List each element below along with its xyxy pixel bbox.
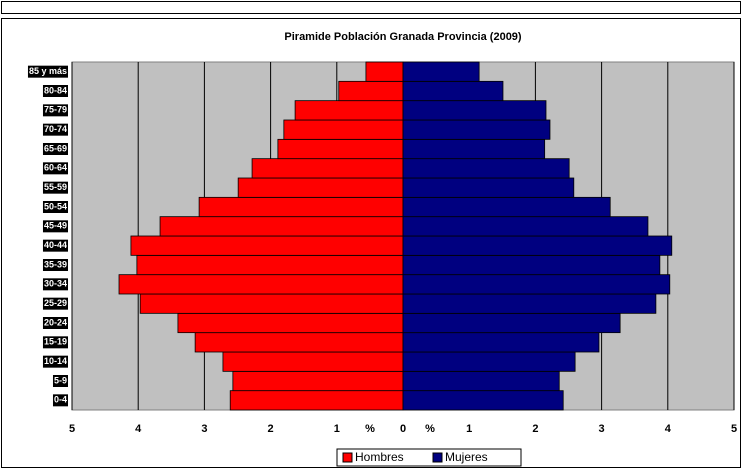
x-tick-label: 5 xyxy=(69,423,75,435)
legend-box xyxy=(336,448,522,467)
bar xyxy=(251,158,404,179)
bar xyxy=(177,312,404,334)
bar xyxy=(277,138,404,160)
bar xyxy=(402,100,547,121)
bar xyxy=(136,254,404,276)
y-label-bg xyxy=(27,65,68,78)
bar xyxy=(402,351,576,372)
x-tick-label: 1 xyxy=(466,423,472,435)
y-label-bg xyxy=(42,181,68,194)
x-tick-label: 2 xyxy=(268,423,274,435)
y-tick-label: 40-44 xyxy=(44,240,67,250)
y-tick-label: 75-79 xyxy=(44,105,67,115)
y-tick-label: 65-69 xyxy=(44,143,67,153)
bar xyxy=(402,235,673,256)
y-label-bg xyxy=(42,220,68,233)
bar xyxy=(118,274,404,295)
y-tick-label: 45-49 xyxy=(44,221,67,231)
y-label-bg xyxy=(52,394,68,407)
legend-label: Hombres xyxy=(355,450,404,464)
bar xyxy=(338,80,404,102)
y-tick-label: 50-54 xyxy=(44,201,67,211)
y-tick-label: 35-39 xyxy=(44,259,67,269)
y-label-bg xyxy=(42,355,68,368)
y-label-bg xyxy=(42,239,68,252)
legend-swatch xyxy=(432,452,443,463)
y-label-bg xyxy=(42,278,68,291)
bar xyxy=(232,370,404,392)
y-label-bg xyxy=(42,123,68,136)
bar xyxy=(194,332,404,353)
y-tick-label: 85 y más xyxy=(29,66,67,76)
y-label-bg xyxy=(42,297,68,310)
bar xyxy=(130,235,404,256)
bar xyxy=(402,254,661,276)
x-tick-label: 4 xyxy=(135,423,142,435)
bar xyxy=(283,119,404,140)
y-tick-label: 5-9 xyxy=(54,375,67,385)
x-tick-label: 4 xyxy=(665,423,672,435)
y-label-bg xyxy=(42,143,68,155)
bar xyxy=(402,332,600,353)
bar xyxy=(139,293,404,314)
bar xyxy=(402,61,480,82)
y-tick-label: 25-29 xyxy=(44,298,67,308)
bar xyxy=(402,312,621,334)
bar xyxy=(402,80,504,102)
chart-title: Piramide Población Granada Provincia (20… xyxy=(284,31,522,43)
y-label-bg xyxy=(42,104,68,117)
bar xyxy=(402,119,551,140)
y-tick-label: 70-74 xyxy=(44,124,67,134)
y-tick-label: 60-64 xyxy=(44,163,67,173)
bar xyxy=(198,196,404,218)
x-tick-label: 5 xyxy=(731,423,737,435)
bar xyxy=(402,138,546,160)
bar xyxy=(402,293,657,314)
bar xyxy=(402,370,560,392)
x-tick-label: 2 xyxy=(532,423,538,435)
bar xyxy=(402,390,564,411)
legend-label: Mujeres xyxy=(445,450,488,464)
y-tick-label: 10-14 xyxy=(44,356,67,366)
y-tick-label: 80-84 xyxy=(44,85,67,95)
bar xyxy=(402,274,671,295)
y-tick-label: 20-24 xyxy=(44,317,67,327)
bar xyxy=(237,177,404,198)
y-label-bg xyxy=(52,375,68,387)
y-label-bg xyxy=(42,201,68,213)
x-tick-label: 3 xyxy=(599,423,605,435)
bar xyxy=(229,390,404,411)
bar xyxy=(365,61,404,82)
y-label-bg xyxy=(42,336,68,349)
y-label-bg xyxy=(42,317,68,329)
bar xyxy=(222,351,404,372)
y-tick-label: 0-4 xyxy=(54,395,67,405)
x-tick-label: 0 xyxy=(400,423,406,435)
top-frame xyxy=(1,1,741,14)
x-unit-label: % xyxy=(425,423,435,435)
y-label-bg xyxy=(42,85,68,97)
x-unit-label: % xyxy=(365,423,375,435)
y-label-bg xyxy=(42,162,68,175)
bar xyxy=(402,216,649,237)
bar xyxy=(402,158,570,179)
y-tick-label: 30-34 xyxy=(44,279,67,289)
bar xyxy=(402,177,575,198)
x-tick-label: 3 xyxy=(201,423,207,435)
y-tick-label: 55-59 xyxy=(44,182,67,192)
bar xyxy=(294,100,404,121)
bar xyxy=(159,216,404,237)
bar xyxy=(402,196,611,218)
y-tick-label: 15-19 xyxy=(44,337,67,347)
y-label-bg xyxy=(42,259,68,271)
legend-swatch xyxy=(342,452,353,463)
x-tick-label: 1 xyxy=(334,423,340,435)
